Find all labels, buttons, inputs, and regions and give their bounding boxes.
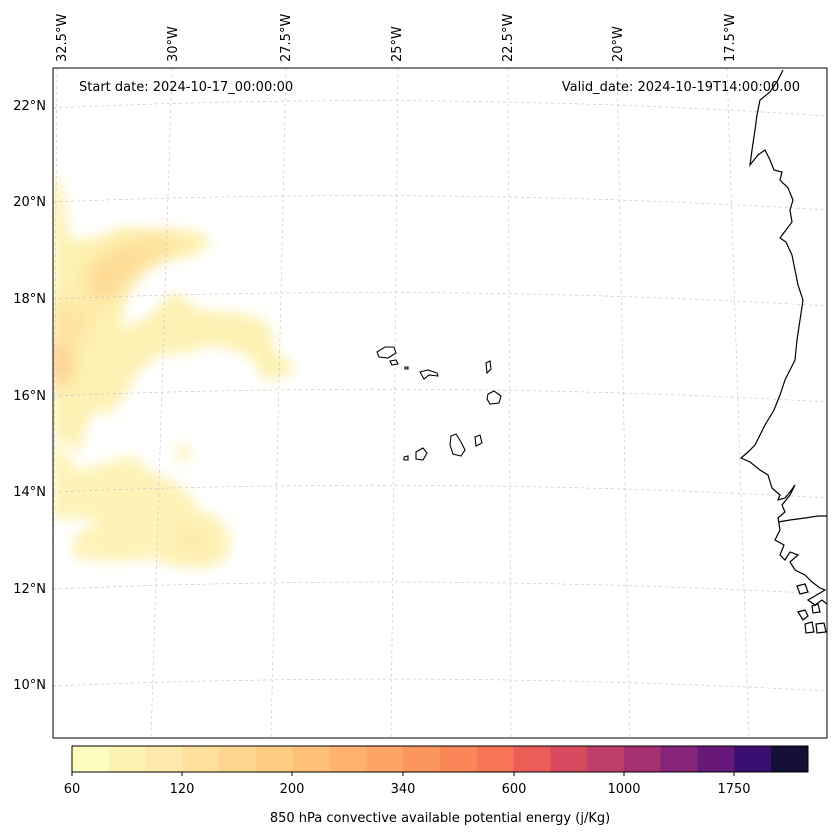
lon-label: 32.5°W	[55, 14, 70, 62]
cape-core-west	[53, 335, 70, 388]
coastline-gambia	[777, 515, 827, 523]
parallel	[53, 292, 827, 307]
lon-label: 25°W	[390, 26, 405, 62]
lat-label: 14°N	[13, 485, 46, 500]
lat-label: 10°N	[13, 678, 46, 693]
colorbar-title: 850 hPa convective available potential e…	[270, 811, 610, 826]
colorbar-swatch	[256, 746, 294, 772]
colorbar-border	[71, 745, 809, 773]
meridian	[150, 68, 173, 738]
colorbar-swatch	[476, 746, 515, 772]
colorbar-swatch	[145, 746, 183, 772]
island-brava	[403, 455, 409, 461]
meridian	[726, 68, 750, 738]
map-panel	[52, 67, 828, 739]
island-sao-nicolau	[419, 369, 439, 380]
cape-band-orange	[85, 236, 190, 305]
latitude-labels: 22°N 20°N 18°N 16°N 14°N 12°N 10°N	[13, 99, 46, 693]
lon-label: 20°W	[611, 26, 626, 62]
cape-region-small-patch	[176, 444, 190, 463]
parallel	[53, 388, 827, 403]
meridian	[270, 68, 287, 738]
parallel	[53, 484, 827, 499]
colorbar-tick-label: 1750	[717, 782, 750, 797]
coastline-bissagos	[796, 583, 827, 634]
colorbar-swatch	[292, 746, 331, 772]
lon-label: 22.5°W	[501, 14, 516, 62]
parallel	[53, 100, 827, 117]
cape-verde-islands	[376, 346, 502, 461]
island-santiago	[449, 433, 466, 457]
colorbar-tick-labels: 60 120 200 340 600 1000 1750	[64, 782, 751, 797]
colorbar-swatch	[513, 746, 551, 772]
island-boa-vista	[486, 390, 502, 405]
map-background	[53, 68, 827, 738]
colorbar-tick-label: 200	[280, 782, 305, 797]
colorbar-swatch	[660, 746, 699, 772]
colorbar-swatch	[366, 746, 404, 772]
colorbar-swatch	[624, 746, 662, 772]
colorbar-swatch	[108, 746, 147, 772]
colorbar-swatch	[329, 746, 367, 772]
island-maio	[474, 434, 483, 447]
meridian	[616, 68, 631, 738]
island-santa-luzia	[404, 366, 409, 370]
island-sao-vicente	[389, 359, 399, 366]
colorbar-swatch	[219, 746, 257, 772]
parallel	[53, 678, 827, 692]
parallel	[53, 195, 827, 211]
colorbar-swatch	[182, 746, 220, 772]
lat-label: 20°N	[13, 195, 46, 210]
colorbar-swatch	[697, 746, 735, 772]
coastline-western-sahara-mauritania	[739, 69, 827, 606]
colorbar-tick-label: 120	[170, 782, 195, 797]
colorbar-tick-label: 340	[391, 782, 416, 797]
parallel	[53, 581, 827, 595]
lat-label: 12°N	[13, 582, 46, 597]
meridian	[507, 68, 512, 738]
lat-label: 16°N	[13, 389, 46, 404]
island-fogo	[415, 447, 428, 461]
cape-region-northwest	[53, 170, 295, 455]
meridian	[390, 68, 399, 738]
valid-date-label: Valid_date: 2024-10-19T14:00:00.00	[562, 80, 800, 95]
colorbar-swatch	[734, 746, 772, 772]
colorbar-swatch	[771, 746, 809, 772]
island-santo-antao	[376, 346, 397, 359]
graticule	[53, 68, 827, 738]
longitude-labels: 32.5°W 30°W 27.5°W 25°W 22.5°W 20°W 17.5…	[55, 14, 738, 62]
africa-coastline	[739, 69, 827, 634]
island-sal	[485, 360, 492, 375]
lon-label: 30°W	[166, 26, 181, 62]
cape-shading	[53, 170, 295, 568]
lat-label: 22°N	[13, 99, 46, 114]
colorbar-swatch	[440, 746, 478, 772]
colorbar-swatches	[72, 746, 809, 772]
colorbar-swatch	[403, 746, 441, 772]
colorbar-tick-label: 60	[64, 782, 81, 797]
lon-label: 27.5°W	[279, 14, 294, 62]
colorbar-swatch	[550, 746, 588, 772]
colorbar-tick-label: 600	[502, 782, 527, 797]
map-border	[52, 67, 828, 739]
start-date-label: Start date: 2024-10-17_00:00:00	[79, 80, 293, 95]
lat-label: 18°N	[13, 292, 46, 307]
colorbar-swatch	[587, 746, 625, 772]
cape-patch-south	[172, 525, 215, 556]
lon-label: 17.5°W	[723, 14, 738, 62]
colorbar-swatch	[72, 746, 110, 772]
cape-band-west	[53, 300, 92, 345]
colorbar: 60 120 200 340 600 1000 1750 850 hPa con…	[64, 745, 809, 826]
colorbar-ticks	[71, 772, 735, 776]
colorbar-tick-label: 1000	[607, 782, 640, 797]
